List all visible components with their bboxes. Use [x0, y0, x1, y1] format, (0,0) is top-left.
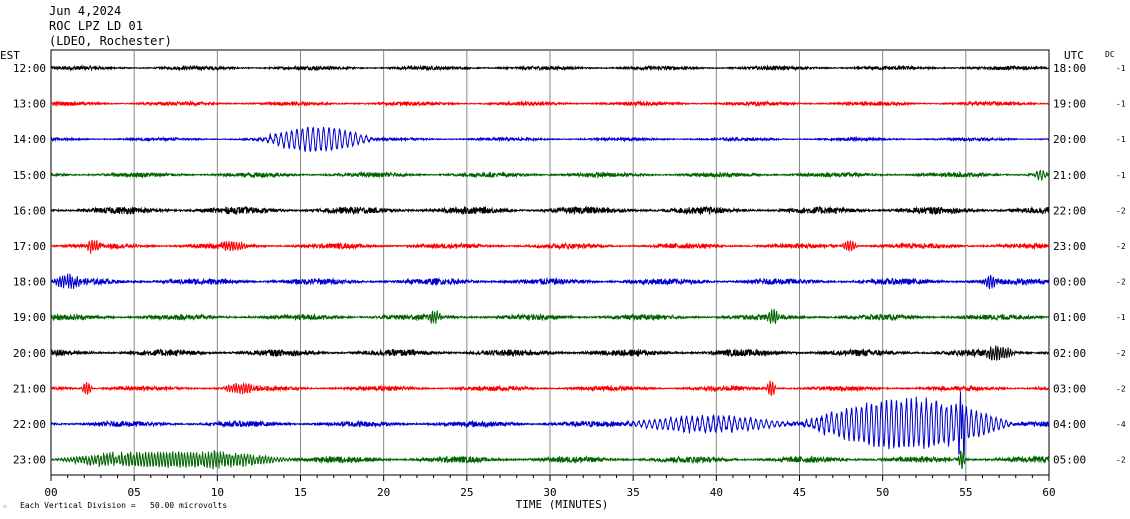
- x-axis-label: TIME (MINUTES): [516, 498, 609, 511]
- utc-row-label: 18:00: [1053, 62, 1086, 75]
- dc-row-value: -1: [1116, 64, 1126, 73]
- est-row-label: 13:00: [13, 98, 46, 111]
- est-row-label: 12:00: [13, 62, 46, 75]
- trace-2200: [50, 391, 1050, 458]
- trace-2100: [50, 380, 1050, 397]
- trace-2300: [50, 450, 1050, 470]
- dc-row-value: -1: [1116, 135, 1126, 144]
- dc-row-value: -1: [1116, 313, 1126, 322]
- est-axis-label: EST: [0, 49, 20, 62]
- x-tick-label: 25: [460, 486, 473, 499]
- utc-row-label: 22:00: [1053, 204, 1086, 217]
- utc-axis-label: UTC: [1064, 49, 1084, 62]
- est-row-label: 14:00: [13, 133, 46, 146]
- est-row-label: 22:00: [13, 418, 46, 431]
- est-row-label: 15:00: [13, 169, 46, 182]
- x-tick-label: 50: [876, 486, 889, 499]
- trace-2000: [50, 345, 1050, 362]
- x-tick-label: 55: [959, 486, 972, 499]
- dc-row-value: -2: [1116, 278, 1126, 287]
- dc-row-value: -2: [1116, 456, 1126, 465]
- utc-row-label: 05:00: [1053, 454, 1086, 467]
- utc-row-label: 20:00: [1053, 133, 1086, 146]
- trace-1200: [50, 64, 1050, 72]
- dc-row-value: -2: [1116, 384, 1126, 393]
- grid-lines: [50, 49, 1050, 476]
- seismic-traces: [50, 64, 1050, 470]
- est-row-label: 23:00: [13, 454, 46, 467]
- est-row-label: 21:00: [13, 382, 46, 395]
- est-row-label: 18:00: [13, 276, 46, 289]
- est-row-label: 17:00: [13, 240, 46, 253]
- x-tick-label: 35: [627, 486, 640, 499]
- dc-row-value: -1: [1116, 171, 1126, 180]
- utc-row-label: 02:00: [1053, 347, 1086, 360]
- x-tick-label: 00: [44, 486, 57, 499]
- est-row-label: 16:00: [13, 204, 46, 217]
- x-tick-label: 30: [543, 486, 556, 499]
- x-tick-label: 60: [1042, 486, 1055, 499]
- utc-row-label: 23:00: [1053, 240, 1086, 253]
- x-tick-label: 05: [128, 486, 141, 499]
- footer-note: Each Vertical Division = 50.00 microvolt…: [20, 501, 228, 510]
- utc-row-label: 04:00: [1053, 418, 1086, 431]
- header-station: ROC LPZ LD 01: [49, 19, 143, 33]
- trace-1700: [50, 239, 1050, 254]
- x-axis: 00 05 10 15 20 25 30 35 40 45 50 55 60: [44, 475, 1056, 499]
- x-tick-label: 20: [377, 486, 390, 499]
- trace-1900: [50, 308, 1050, 325]
- utc-row-label: 21:00: [1053, 169, 1086, 182]
- header-date: Jun 4,2024: [49, 4, 122, 18]
- x-tick-label: 40: [710, 486, 723, 499]
- utc-row-label: 03:00: [1053, 382, 1086, 395]
- dc-row-value: -2: [1116, 349, 1126, 358]
- x-tick-label: 15: [294, 486, 307, 499]
- trace-1500: [50, 169, 1050, 181]
- dc-row-value: -2: [1116, 242, 1126, 251]
- dc-row-value: -1: [1116, 100, 1126, 109]
- dc-row-value: -2: [1116, 206, 1126, 215]
- trace-1400: [50, 126, 1050, 153]
- trace-1300: [50, 99, 1050, 108]
- x-tick-label: 45: [793, 486, 806, 499]
- x-tick-label: 10: [211, 486, 224, 499]
- trace-1800: [50, 273, 1050, 290]
- dc-row-value: -4: [1116, 420, 1126, 429]
- trace-1600: [50, 205, 1050, 216]
- header-location: (LDEO, Rochester): [49, 34, 172, 48]
- row-labels: 12:00 18:00 -1 13:00 19:00 -1 14:00 20:00 -1 15:0…: [13, 62, 1126, 467]
- logo-icon: ⁘: [2, 503, 8, 511]
- utc-row-label: 00:00: [1053, 276, 1086, 289]
- est-row-label: 19:00: [13, 311, 46, 324]
- dc-label: DC: [1105, 50, 1115, 59]
- utc-row-label: 01:00: [1053, 311, 1086, 324]
- utc-row-label: 19:00: [1053, 98, 1086, 111]
- est-row-label: 20:00: [13, 347, 46, 360]
